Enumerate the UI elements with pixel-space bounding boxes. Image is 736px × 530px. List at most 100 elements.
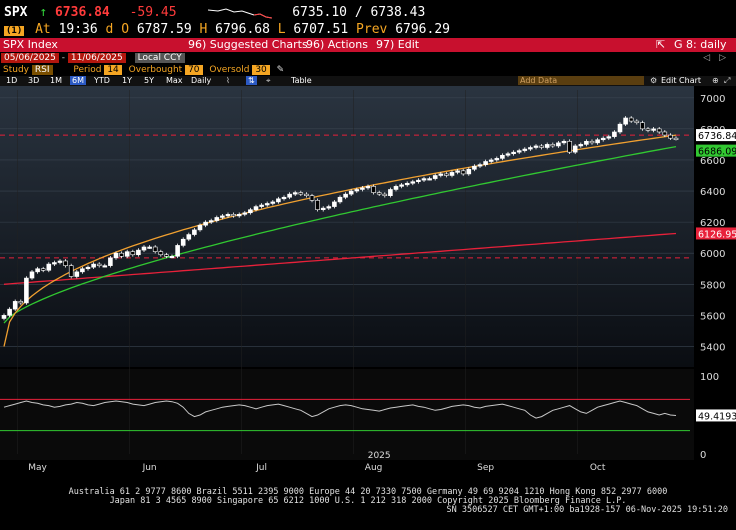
candle-body (528, 147, 533, 150)
candle-body (578, 144, 584, 147)
candle-body (376, 192, 382, 195)
candle-body (432, 175, 438, 179)
price-chart[interactable]: 5400560058006000620064006600680070000100… (0, 86, 736, 485)
footer: Australia 61 2 9777 8600 Brazil 5511 239… (0, 485, 736, 530)
date-range-bar: 05/06/2025 - 11/06/2025 Local CCY ◁ ▷ (0, 53, 736, 65)
y-tick-label: 6400 (700, 187, 725, 198)
candle-body (472, 165, 477, 170)
scroll-left-icon[interactable]: ◁ (703, 53, 710, 63)
candle-body (516, 150, 522, 153)
candle-body (449, 172, 455, 176)
suggested-charts-button[interactable]: 96) Suggested Charts (188, 38, 308, 51)
oversold-field[interactable]: 30 (252, 65, 270, 75)
period-field[interactable]: 14 (104, 65, 122, 75)
candle-body (500, 154, 505, 159)
add-data-input[interactable]: Add Data (518, 76, 644, 85)
candle-body (612, 131, 617, 137)
rsi-last-label: 49.4193 (698, 411, 736, 422)
study-select[interactable]: RSI (31, 65, 53, 75)
range-3d[interactable]: 3D (28, 76, 40, 85)
rsi-line (3, 400, 677, 419)
chart-settings-icon[interactable]: ⚙ (650, 76, 658, 85)
crosshair-icon[interactable]: ⌖ (266, 76, 271, 85)
candle-body (427, 178, 432, 181)
rsi-panel-bg (0, 369, 694, 460)
candle-body (522, 148, 528, 151)
prev-label: Prev (356, 22, 388, 37)
footer-contacts-2: Japan 81 3 4565 8900 Singapore 65 6212 1… (109, 496, 627, 506)
candle-body (175, 245, 180, 257)
candle-body (494, 158, 500, 161)
range-1m[interactable]: 1M (50, 76, 62, 85)
grid (0, 90, 694, 454)
line-type-icon[interactable]: ⌇ (226, 76, 230, 85)
footer-contacts: Australia 61 2 9777 8600 Brazil 5511 239… (68, 487, 668, 497)
candle-body (332, 201, 337, 207)
candle-body (52, 262, 57, 265)
candle-body (645, 128, 651, 131)
candle-body (63, 260, 68, 266)
range-1d[interactable]: 1D (6, 76, 18, 85)
candle-body (180, 238, 186, 246)
quote-header: SPX ↑ 6736.84 -59.45 6735.10 / 6738.43 (… (0, 0, 736, 38)
actions-button[interactable]: 96) Actions (306, 38, 368, 51)
fullscreen-icon[interactable]: ⤢ (724, 76, 731, 85)
candle-body (225, 214, 231, 217)
y-tick-label: 6200 (700, 218, 725, 229)
range-max[interactable]: Max (166, 76, 183, 85)
zoom-icon[interactable]: ⊕ (712, 76, 719, 85)
range-6m[interactable]: 6M (70, 76, 86, 85)
scroll-right-icon[interactable]: ▷ (719, 53, 726, 63)
candle-icon[interactable]: ⇅ (246, 76, 257, 85)
range-5y[interactable]: 5Y (144, 76, 154, 85)
table-button[interactable]: Table (291, 76, 312, 85)
end-date-field[interactable]: 11/06/2025 (67, 53, 126, 63)
candle-body (124, 251, 130, 257)
high-label: H (199, 22, 208, 37)
candle-body (164, 254, 169, 257)
candle-body (382, 193, 388, 196)
start-date-field[interactable]: 05/06/2025 (1, 53, 59, 63)
candle-body (197, 224, 203, 231)
candle-body (410, 181, 416, 184)
y-tick-label: 6000 (700, 249, 725, 260)
study-bar: Study RSI Period 14 Overbought 70 Overso… (0, 65, 736, 76)
candle-body (130, 251, 136, 256)
candle-body (466, 168, 472, 175)
candle-body (35, 268, 40, 273)
frequency-select[interactable]: Daily (191, 76, 212, 85)
month-label: May (28, 463, 47, 473)
candle-body (617, 123, 623, 133)
rsi-label-bg (696, 409, 736, 422)
candle-body (651, 128, 656, 131)
overbought-field[interactable]: 70 (185, 65, 203, 75)
export-icon[interactable]: ⇱ (656, 38, 666, 51)
candle-body (46, 263, 52, 271)
y-tick-label: 5800 (700, 280, 725, 291)
alert-badge[interactable]: (1) (4, 26, 25, 36)
candle-body (315, 200, 320, 210)
range-1y[interactable]: 1Y (122, 76, 132, 85)
ma-mid-label: 6686.09 (698, 147, 736, 158)
currency-select[interactable]: Local CCY (134, 53, 185, 63)
edit-chart-button[interactable]: Edit Chart (661, 76, 702, 85)
range-ytd[interactable]: YTD (94, 76, 110, 85)
candle-body (550, 144, 556, 147)
candle-body (544, 144, 550, 148)
candle-body (68, 265, 74, 277)
month-label: Sep (477, 463, 494, 473)
last-price-label: 6736.84 (698, 131, 736, 142)
candle-body (589, 140, 595, 144)
candle-body (511, 151, 516, 155)
security-name[interactable]: SPX Index (3, 38, 58, 51)
candle-body (628, 117, 634, 122)
candle-body (152, 246, 158, 252)
edit-pencil-icon[interactable]: ✎ (276, 65, 285, 75)
edit-button[interactable]: 97) Edit (376, 38, 420, 51)
candle-body (595, 139, 600, 144)
open-price: 6787.59 (136, 22, 192, 37)
period-label: Period (73, 65, 102, 75)
ma-mid-line (3, 145, 677, 324)
year-label: 2025 (368, 451, 391, 461)
candle-body (600, 137, 606, 141)
